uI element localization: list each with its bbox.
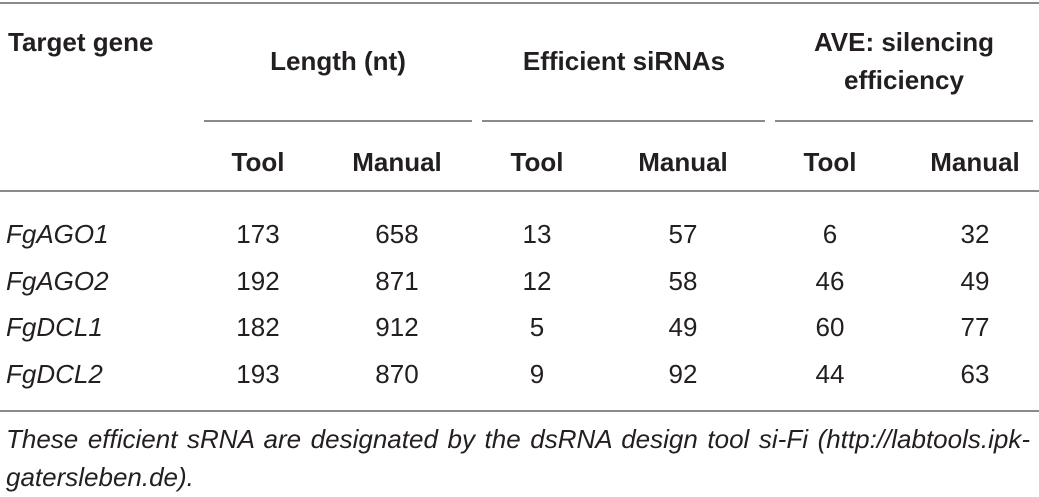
header-cell: Target gene	[8, 27, 154, 57]
value-cell: 12	[522, 266, 552, 296]
value-cell: 32	[960, 219, 990, 249]
column-header: Tool	[510, 147, 564, 177]
group-header: Length (nt)	[270, 46, 406, 76]
value-cell: 6	[822, 219, 838, 249]
value-cell: 49	[960, 266, 990, 296]
gene-cell: FgAGO1	[6, 219, 109, 249]
group-rule	[482, 120, 765, 122]
value-cell: 92	[668, 359, 698, 389]
value-cell: 182	[236, 312, 280, 342]
footnote: These efficient sRNA are designated by t…	[6, 424, 1030, 492]
top-rule	[0, 2, 1039, 4]
column-header: Tool	[803, 147, 857, 177]
gene-cell: FgAGO2	[6, 266, 109, 296]
value-cell: 658	[375, 219, 419, 249]
column-header: Tool	[231, 147, 285, 177]
value-cell: 49	[668, 312, 698, 342]
value-cell: 77	[960, 312, 990, 342]
value-cell: 63	[960, 359, 990, 389]
group-header: AVE: silencing efficiency	[813, 27, 995, 95]
value-cell: 192	[236, 266, 280, 296]
value-cell: 912	[375, 312, 419, 342]
value-cell: 5	[529, 312, 545, 342]
value-cell: 9	[529, 359, 545, 389]
group-rule	[204, 120, 472, 122]
value-cell: 870	[375, 359, 419, 389]
value-cell: 58	[668, 266, 698, 296]
value-cell: 46	[815, 266, 845, 296]
value-cell: 871	[375, 266, 419, 296]
value-cell: 60	[815, 312, 845, 342]
value-cell: 57	[668, 219, 698, 249]
header-rule	[0, 190, 1039, 192]
column-header: Manual	[352, 147, 442, 177]
column-header: Manual	[930, 147, 1020, 177]
group-rule	[775, 120, 1033, 122]
bottom-rule	[0, 410, 1039, 412]
gene-cell: FgDCL2	[6, 359, 103, 389]
value-cell: 13	[522, 219, 552, 249]
value-cell: 173	[236, 219, 280, 249]
value-cell: 44	[815, 359, 845, 389]
group-header: Efficient siRNAs	[522, 46, 726, 76]
column-header: Manual	[638, 147, 728, 177]
gene-cell: FgDCL1	[6, 312, 103, 342]
value-cell: 193	[236, 359, 280, 389]
